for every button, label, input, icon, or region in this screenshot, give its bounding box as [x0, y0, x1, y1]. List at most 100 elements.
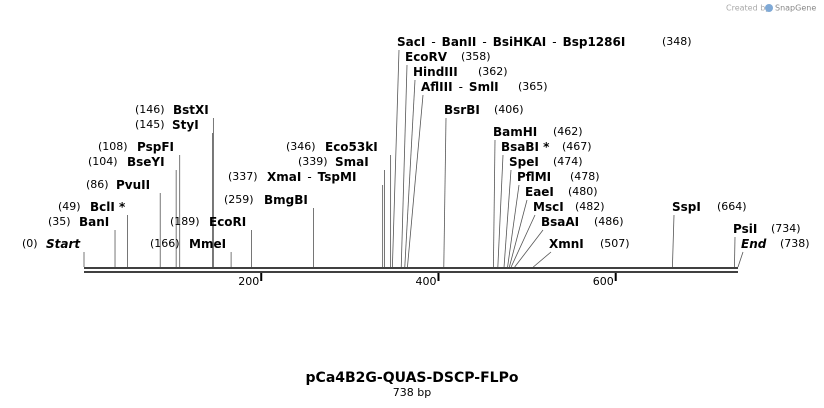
site-line [508, 199, 528, 268]
site-position: (104) [88, 155, 118, 168]
site-name: XmnI [549, 237, 584, 251]
site-position: (462) [553, 125, 583, 138]
enzyme-name: EcoRV [405, 50, 448, 64]
enzyme-name: BsrBI [444, 103, 480, 117]
site-name: XmaI - TspMI [267, 170, 356, 184]
site-position: (474) [553, 155, 583, 168]
site-line [400, 64, 408, 268]
site-position: (365) [518, 80, 548, 93]
site-position: (507) [600, 237, 630, 250]
enzyme-name: EcoRI [209, 215, 246, 229]
site-position: (362) [478, 65, 508, 78]
site-name: BclI * [90, 200, 126, 214]
site-position: (189) [170, 215, 200, 228]
site-name: EcoRI [209, 215, 246, 229]
site-name: BseYI [127, 155, 165, 169]
brand: SnapGene [775, 4, 816, 13]
site-name: BmgBI [264, 193, 308, 207]
site-name: PflMI [517, 170, 551, 184]
enzyme-name: BsaAI [541, 215, 579, 229]
site-name: HindIII [413, 65, 458, 79]
site-name: EcoRV [405, 50, 448, 64]
enzyme-name: HindIII [413, 65, 458, 79]
site-line [391, 49, 400, 268]
enzyme-name: SmaI [335, 155, 369, 169]
enzyme-name: Start [46, 237, 81, 251]
site-name: AflIII - SmlI [421, 80, 499, 94]
enzyme-name: MscI [533, 200, 564, 214]
site-name: Eco53kI [325, 140, 378, 154]
enzyme-name: Bsp1286I [563, 35, 626, 49]
enzyme-name: PvuII [116, 178, 150, 192]
site-position: (482) [575, 200, 605, 213]
site-line [503, 169, 512, 268]
enzyme-name: PflMI [517, 170, 551, 184]
site-line [672, 214, 675, 268]
site-name: SacI - BanII - BsiHKAI - Bsp1286I [397, 35, 625, 49]
site-line [533, 251, 552, 268]
enzyme-name: SacI [397, 35, 425, 49]
site-name: BanI [79, 215, 109, 229]
site-position: (0) [22, 237, 38, 250]
enzyme-name: BanI [79, 215, 109, 229]
site-name: BsaBI * [501, 140, 550, 154]
enzyme-name: EaeI [525, 185, 554, 199]
site-name: PvuII [116, 178, 150, 192]
site-position: (346) [286, 140, 316, 153]
logo [765, 4, 773, 12]
site-line [737, 251, 744, 268]
site-line [493, 139, 496, 268]
site-name: BamHI [493, 125, 537, 139]
site-position: (146) [135, 103, 165, 116]
site-position: (108) [98, 140, 128, 153]
tick-label: 400 [415, 275, 436, 288]
site-line [497, 154, 504, 268]
enzyme-name: MmeI [189, 237, 226, 251]
site-position: (664) [717, 200, 747, 213]
length-label: 738 bp [393, 386, 431, 399]
enzyme-name: PspFI [137, 140, 174, 154]
site-position: (486) [594, 215, 624, 228]
site-name: PspFI [137, 140, 174, 154]
enzyme-name: BsiHKAI [493, 35, 547, 49]
site-name: SmaI [335, 155, 369, 169]
separator: - [307, 170, 311, 184]
enzyme-name: PsiI [733, 222, 757, 236]
site-name: PsiI [733, 222, 757, 236]
site-position: (406) [494, 103, 524, 116]
site-position: (35) [48, 215, 71, 228]
enzyme-name: AflIII [421, 80, 453, 94]
site-name: SspI [672, 200, 701, 214]
enzyme-name: End [741, 237, 767, 251]
site-name: BsaAI [541, 215, 579, 229]
separator: - [552, 35, 556, 49]
enzyme-name: SmlI [469, 80, 499, 94]
site-position: (734) [771, 222, 801, 235]
separator: - [459, 80, 463, 94]
enzyme-name: BmgBI [264, 193, 308, 207]
tick-label: 600 [593, 275, 614, 288]
site-position: (337) [228, 170, 258, 183]
enzyme-name: BamHI [493, 125, 537, 139]
site-position: (358) [461, 50, 491, 63]
enzyme-name: BanII [442, 35, 477, 49]
site-name: StyI [172, 118, 199, 132]
site-position: (86) [86, 178, 109, 191]
separator: - [431, 35, 435, 49]
site-name: SpeI [509, 155, 539, 169]
site-position: (738) [780, 237, 810, 250]
site-name: EaeI [525, 185, 554, 199]
site-position: (467) [562, 140, 592, 153]
site-position: (348) [662, 35, 692, 48]
enzyme-name: SpeI [509, 155, 539, 169]
site-name: BstXI [173, 103, 209, 117]
enzyme-name: BclI * [90, 200, 126, 214]
site-name: Start [46, 237, 81, 251]
enzyme-name: XmaI [267, 170, 301, 184]
site-position: (478) [570, 170, 600, 183]
site-position: (145) [135, 118, 165, 131]
site-line [407, 94, 424, 268]
site-name: MmeI [189, 237, 226, 251]
site-position: (49) [58, 200, 81, 213]
